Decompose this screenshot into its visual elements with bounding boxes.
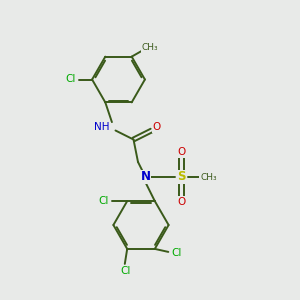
Text: O: O: [177, 147, 186, 158]
Text: CH₃: CH₃: [142, 43, 159, 52]
Text: N: N: [140, 170, 151, 184]
Text: O: O: [177, 196, 186, 207]
Text: O: O: [153, 122, 161, 133]
Text: Cl: Cl: [99, 196, 109, 206]
Text: NH: NH: [94, 122, 110, 133]
Text: Cl: Cl: [121, 266, 131, 276]
Text: Cl: Cl: [171, 248, 182, 257]
Text: CH₃: CH₃: [200, 172, 217, 182]
Text: S: S: [177, 170, 186, 184]
Text: Cl: Cl: [65, 74, 76, 85]
